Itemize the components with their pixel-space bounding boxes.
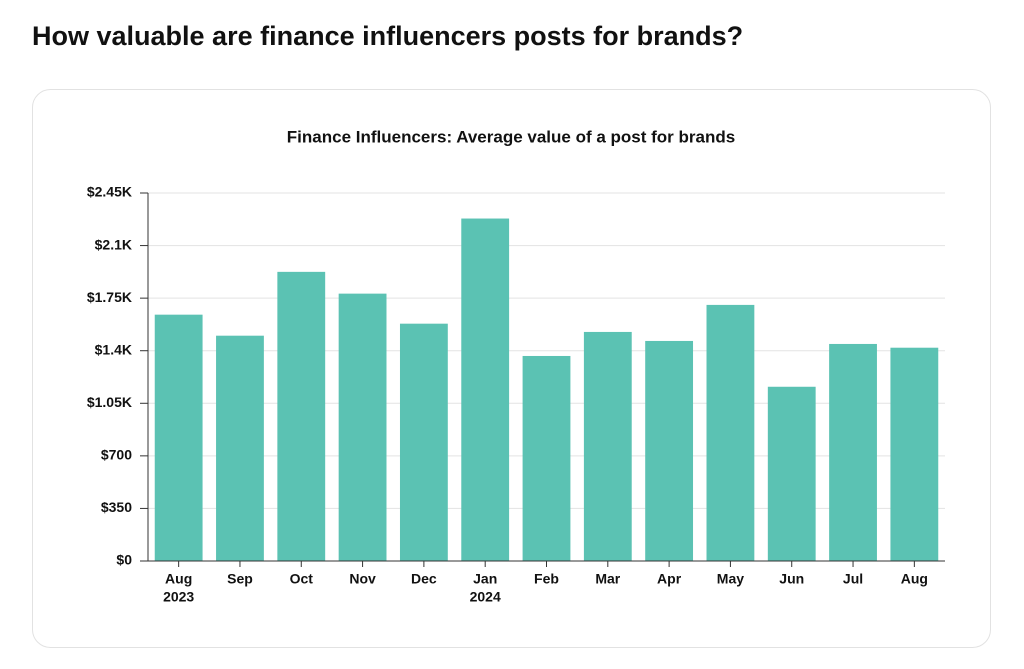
- bar: [461, 218, 510, 561]
- x-tick-label: Nov: [349, 571, 376, 587]
- x-tick-label: Jan: [473, 571, 497, 587]
- y-tick-label: $1.05K: [87, 394, 132, 410]
- bar: [399, 323, 448, 561]
- y-tick-label: $2.1K: [95, 236, 132, 252]
- x-tick-label: Dec: [411, 571, 437, 587]
- y-tick-label: $1.75K: [87, 289, 132, 305]
- x-tick-label: Aug: [165, 571, 192, 587]
- bar: [706, 304, 755, 561]
- y-tick-label: $2.45K: [87, 184, 132, 200]
- bar: [154, 314, 203, 561]
- x-tick-label: Aug: [901, 571, 928, 587]
- y-tick-label: $350: [101, 499, 132, 515]
- y-tick-label: $0: [116, 552, 132, 568]
- x-tick-year: 2023: [163, 589, 194, 605]
- bar: [522, 355, 571, 561]
- x-tick-label: Feb: [534, 571, 559, 587]
- x-tick-label: Oct: [290, 571, 314, 587]
- x-tick-label: Mar: [595, 571, 620, 587]
- bar: [767, 386, 816, 561]
- bar: [277, 271, 326, 561]
- bar: [216, 335, 264, 561]
- bar: [890, 347, 939, 561]
- x-tick-year: 2024: [470, 589, 501, 605]
- bar: [338, 293, 387, 561]
- y-tick-label: $700: [101, 447, 132, 463]
- x-tick-label: Sep: [227, 571, 253, 587]
- page-title: How valuable are finance influencers pos…: [32, 21, 743, 51]
- chart-title: Finance Influencers: Average value of a …: [287, 127, 735, 146]
- bar: [829, 343, 877, 561]
- bar: [645, 340, 694, 561]
- x-tick-label: Jun: [779, 571, 804, 587]
- x-tick-label: May: [717, 571, 744, 587]
- bar: [583, 331, 632, 561]
- x-tick-label: Apr: [657, 571, 682, 587]
- y-tick-label: $1.4K: [95, 341, 132, 357]
- x-tick-label: Jul: [843, 571, 863, 587]
